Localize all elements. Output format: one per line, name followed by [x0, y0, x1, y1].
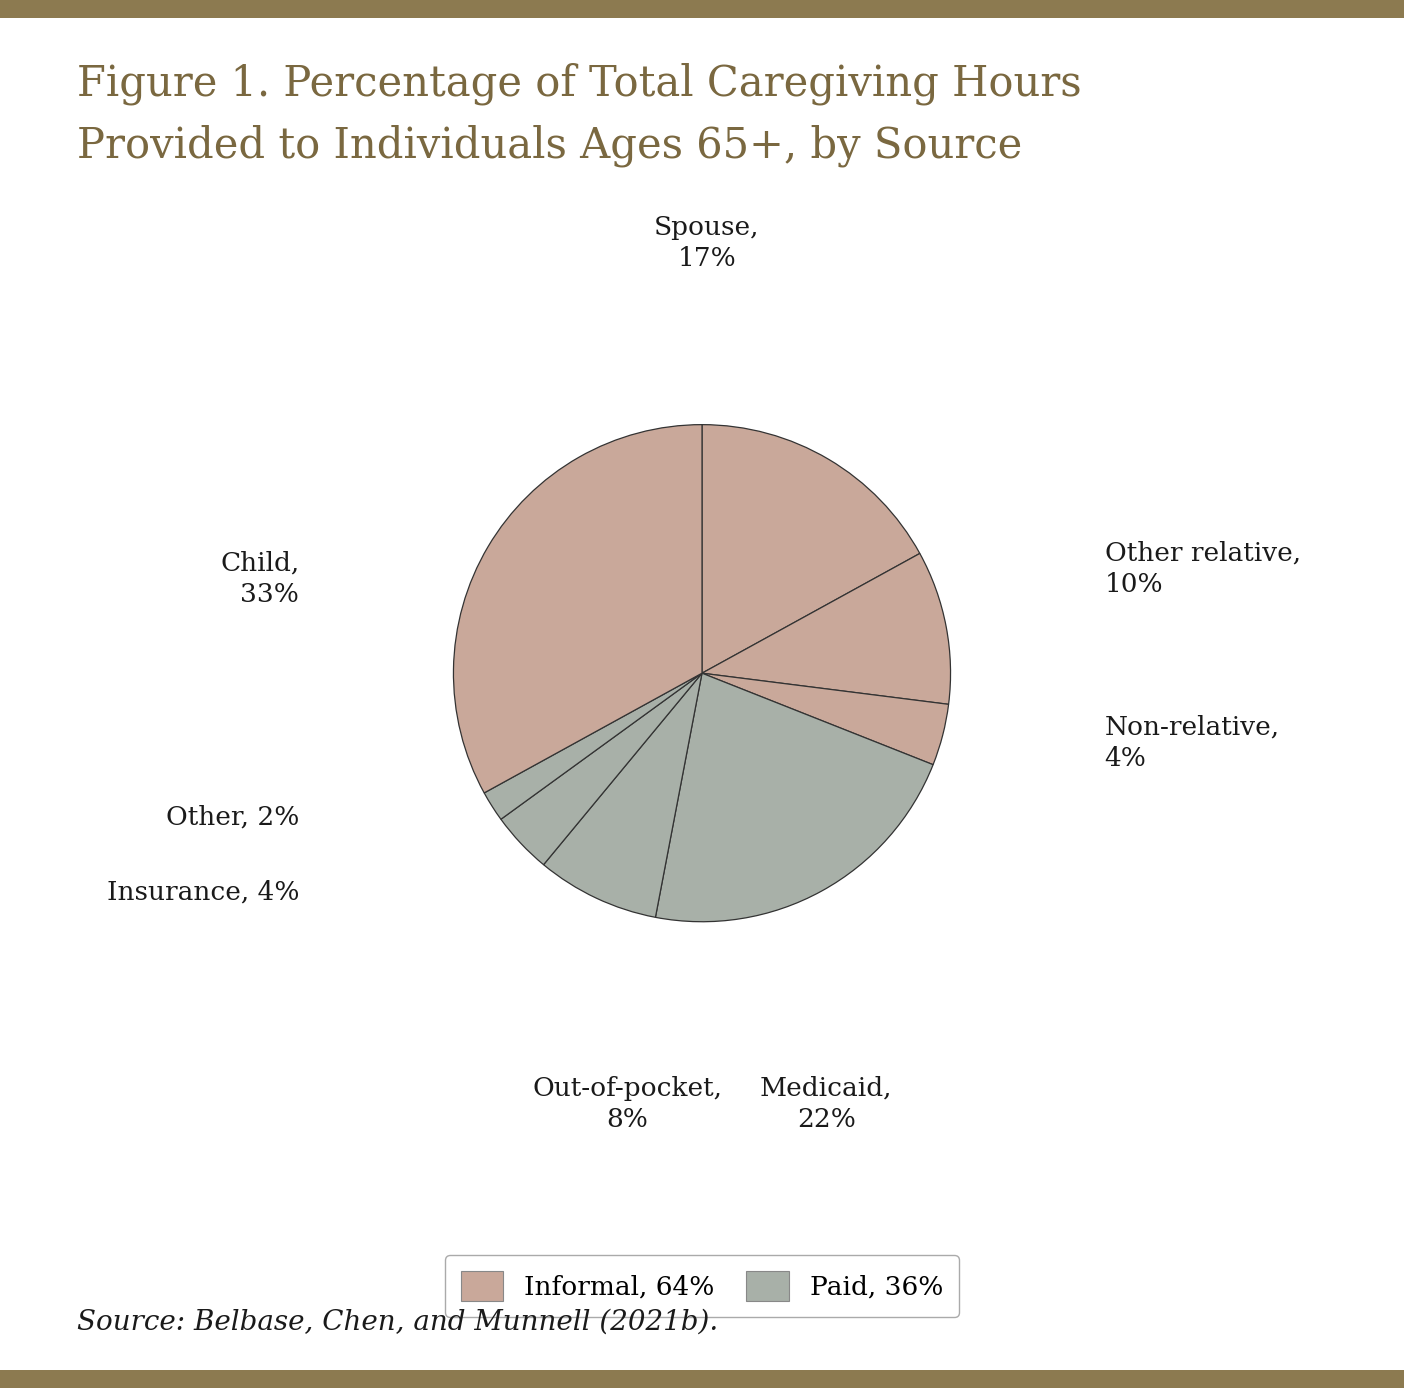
Text: Insurance, 4%: Insurance, 4% [107, 880, 299, 905]
Wedge shape [702, 554, 951, 704]
Wedge shape [702, 673, 949, 765]
Wedge shape [656, 673, 934, 922]
Wedge shape [484, 673, 702, 819]
Legend: Informal, 64%, Paid, 36%: Informal, 64%, Paid, 36% [445, 1255, 959, 1317]
Text: Figure 1. Percentage of Total Caregiving Hours: Figure 1. Percentage of Total Caregiving… [77, 62, 1082, 105]
Text: Out-of-pocket,
8%: Out-of-pocket, 8% [532, 1076, 723, 1131]
Text: Spouse,
17%: Spouse, 17% [654, 215, 760, 271]
Text: Medicaid,
22%: Medicaid, 22% [760, 1076, 893, 1131]
Text: Non-relative,
4%: Non-relative, 4% [1105, 715, 1280, 770]
Text: Other relative,
10%: Other relative, 10% [1105, 541, 1300, 597]
Text: Source: Belbase, Chen, and Munnell (2021b).: Source: Belbase, Chen, and Munnell (2021… [77, 1309, 719, 1335]
Text: Other, 2%: Other, 2% [166, 805, 299, 830]
Wedge shape [543, 673, 702, 917]
Wedge shape [702, 425, 920, 673]
Text: Provided to Individuals Ages 65+, by Source: Provided to Individuals Ages 65+, by Sou… [77, 125, 1022, 168]
Wedge shape [501, 673, 702, 865]
Text: Child,
33%: Child, 33% [220, 551, 299, 607]
Wedge shape [453, 425, 702, 793]
